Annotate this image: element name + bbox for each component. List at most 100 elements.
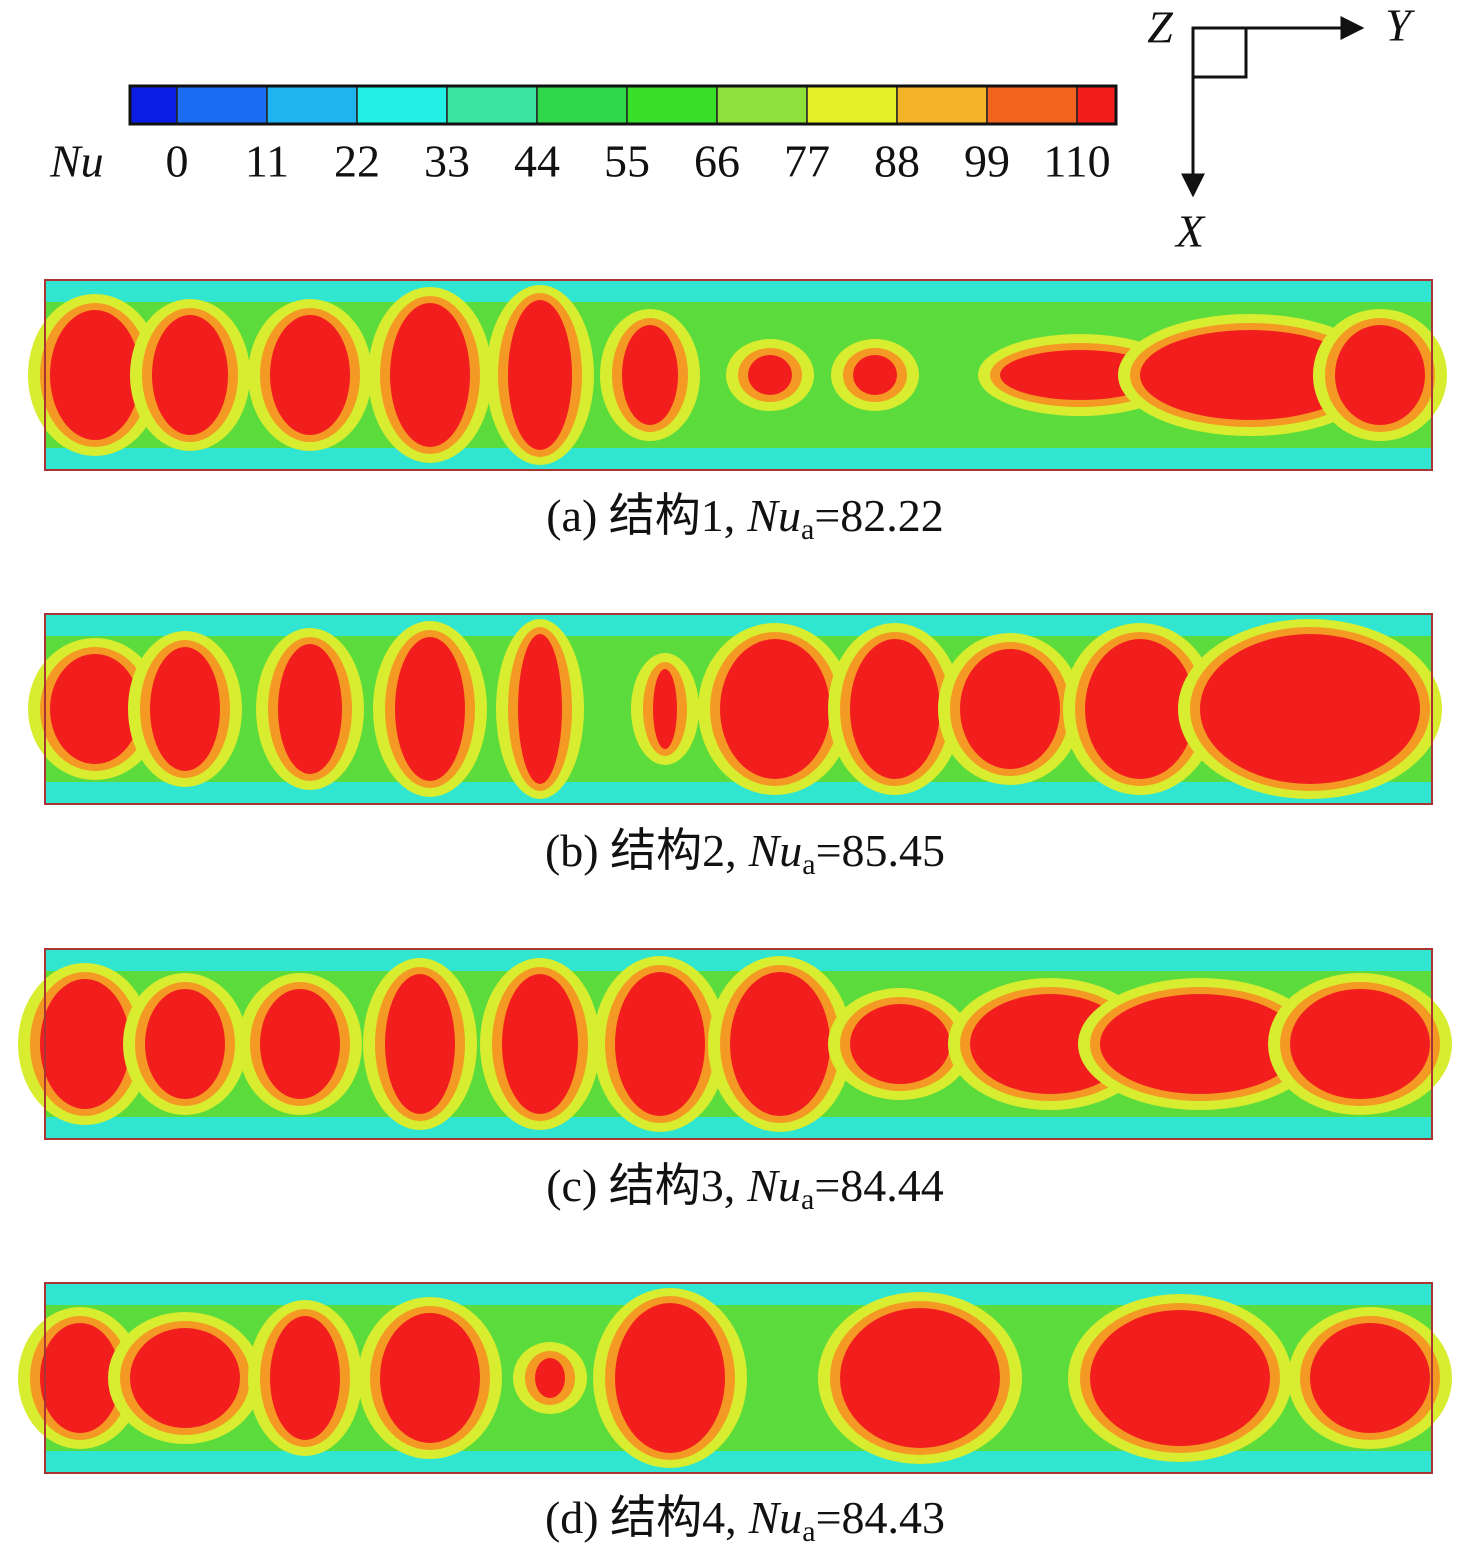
contour-core <box>720 639 830 779</box>
colorbar-tick-label: 66 <box>694 136 740 187</box>
contour-core <box>40 979 130 1109</box>
panel-frame <box>44 613 1433 805</box>
caption-subscript: a <box>802 1515 815 1548</box>
colorbar-label: Nu <box>49 136 104 187</box>
contour-core <box>395 637 465 781</box>
colorbar-segment <box>896 85 988 125</box>
colorbar-tick-label: 11 <box>245 136 289 187</box>
z-box <box>1191 26 1248 79</box>
colorbar-tick-label: 44 <box>514 136 560 187</box>
contour-core <box>145 989 225 1099</box>
panel-frame <box>44 279 1433 471</box>
contour-core <box>730 972 830 1116</box>
caption-label: (d) 结构4, <box>545 1492 737 1543</box>
caption-value: =85.45 <box>816 825 945 876</box>
contour-core <box>390 303 470 447</box>
colorbar-tick-label: 88 <box>874 136 920 187</box>
contour-core <box>1100 994 1300 1094</box>
colorbar-segment <box>536 85 628 125</box>
contour-core <box>615 1303 725 1453</box>
contour-core <box>380 1313 480 1443</box>
y-label: Y <box>1385 0 1415 51</box>
contour-core <box>270 1316 340 1440</box>
contour-core <box>508 300 572 450</box>
contour-core <box>622 325 678 425</box>
contour-core <box>853 355 897 395</box>
caption-label: (b) 结构2, <box>545 825 737 876</box>
contour-core <box>152 315 228 435</box>
caption-label: (c) 结构3, <box>546 1160 735 1211</box>
colorbar-tick-label: 55 <box>604 136 650 187</box>
x-label: X <box>1174 206 1206 257</box>
caption-symbol: Nu <box>748 1492 803 1543</box>
caption-subscript: a <box>802 848 815 881</box>
contour-core <box>1310 1323 1430 1433</box>
contour-core <box>653 669 677 749</box>
colorbar-segment <box>356 85 448 125</box>
contour-core <box>535 1358 565 1398</box>
contour-core <box>50 654 140 764</box>
colorbar: 0 11 22 33 44 55 66 77 88 99 110 <box>128 84 1118 187</box>
contour-core <box>615 972 705 1116</box>
colorbar-segment <box>1076 85 1117 125</box>
contour-core <box>1290 989 1430 1099</box>
caption-subscript: a <box>801 513 814 546</box>
contour-core <box>1200 634 1420 784</box>
colorbar-tick-label: 33 <box>424 136 470 187</box>
contour-core <box>40 1323 120 1433</box>
contour-core <box>1140 330 1360 420</box>
caption-symbol: Nu <box>746 490 801 541</box>
panel-frame <box>44 948 1433 1140</box>
caption-symbol: Nu <box>748 825 803 876</box>
contour-core <box>50 310 140 440</box>
colorbar-segment <box>129 85 178 125</box>
colorbar-segment <box>626 85 718 125</box>
contour-core <box>1000 350 1160 400</box>
contour-core <box>850 1004 950 1084</box>
z-label: Z <box>1147 2 1173 53</box>
colorbar-tick-label: 0 <box>166 136 189 187</box>
contour-core <box>1335 325 1425 425</box>
colorbar-segment <box>446 85 538 125</box>
panel-caption: (b) 结构2, Nua=85.45 <box>545 825 945 881</box>
caption-symbol: Nu <box>746 1160 801 1211</box>
colorbar-tick-label: 99 <box>964 136 1010 187</box>
colorbar-tick-label: 110 <box>1043 136 1110 187</box>
panel-frame <box>44 1282 1433 1474</box>
colorbar-segment <box>176 85 268 125</box>
panels: (a) 结构1, Nua=82.22(b) 结构2, Nua=85.45(c) 结构… <box>18 279 1452 1548</box>
contour-core <box>150 647 220 771</box>
contour-panel <box>28 279 1447 471</box>
panel-caption: (d) 结构4, Nua=84.43 <box>545 1492 945 1548</box>
colorbar-segment <box>716 85 808 125</box>
contour-panel <box>18 1282 1452 1474</box>
contour-core <box>960 649 1060 769</box>
contour-core <box>385 974 455 1114</box>
colorbar-tick-label: 22 <box>334 136 380 187</box>
caption-label: (a) 结构1, <box>546 490 735 541</box>
caption-value: =84.43 <box>816 1492 945 1543</box>
contour-core <box>502 974 578 1114</box>
caption-subscript: a <box>801 1183 814 1216</box>
contour-core <box>260 989 340 1099</box>
contour-core <box>270 315 350 435</box>
contour-panel <box>18 948 1452 1140</box>
contour-core <box>850 639 940 779</box>
colorbar-frame <box>128 84 1118 126</box>
colorbar-segment <box>986 85 1078 125</box>
panel-caption: (c) 结构3, Nua=84.44 <box>546 1160 944 1216</box>
contour-core <box>748 355 792 395</box>
caption-value: =84.44 <box>814 1160 943 1211</box>
contour-core <box>130 1328 240 1428</box>
panel-caption: (a) 结构1, Nua=82.22 <box>546 490 944 546</box>
axis-triad: Z Y X <box>1147 0 1415 257</box>
contour-core <box>518 634 562 784</box>
contour-core <box>1090 1310 1270 1446</box>
contour-core <box>1085 639 1195 779</box>
contour-core <box>840 1308 1000 1448</box>
colorbar-segment <box>806 85 898 125</box>
colorbar-segment <box>266 85 358 125</box>
contour-core <box>278 644 342 774</box>
colorbar-tick-label: 77 <box>784 136 830 187</box>
